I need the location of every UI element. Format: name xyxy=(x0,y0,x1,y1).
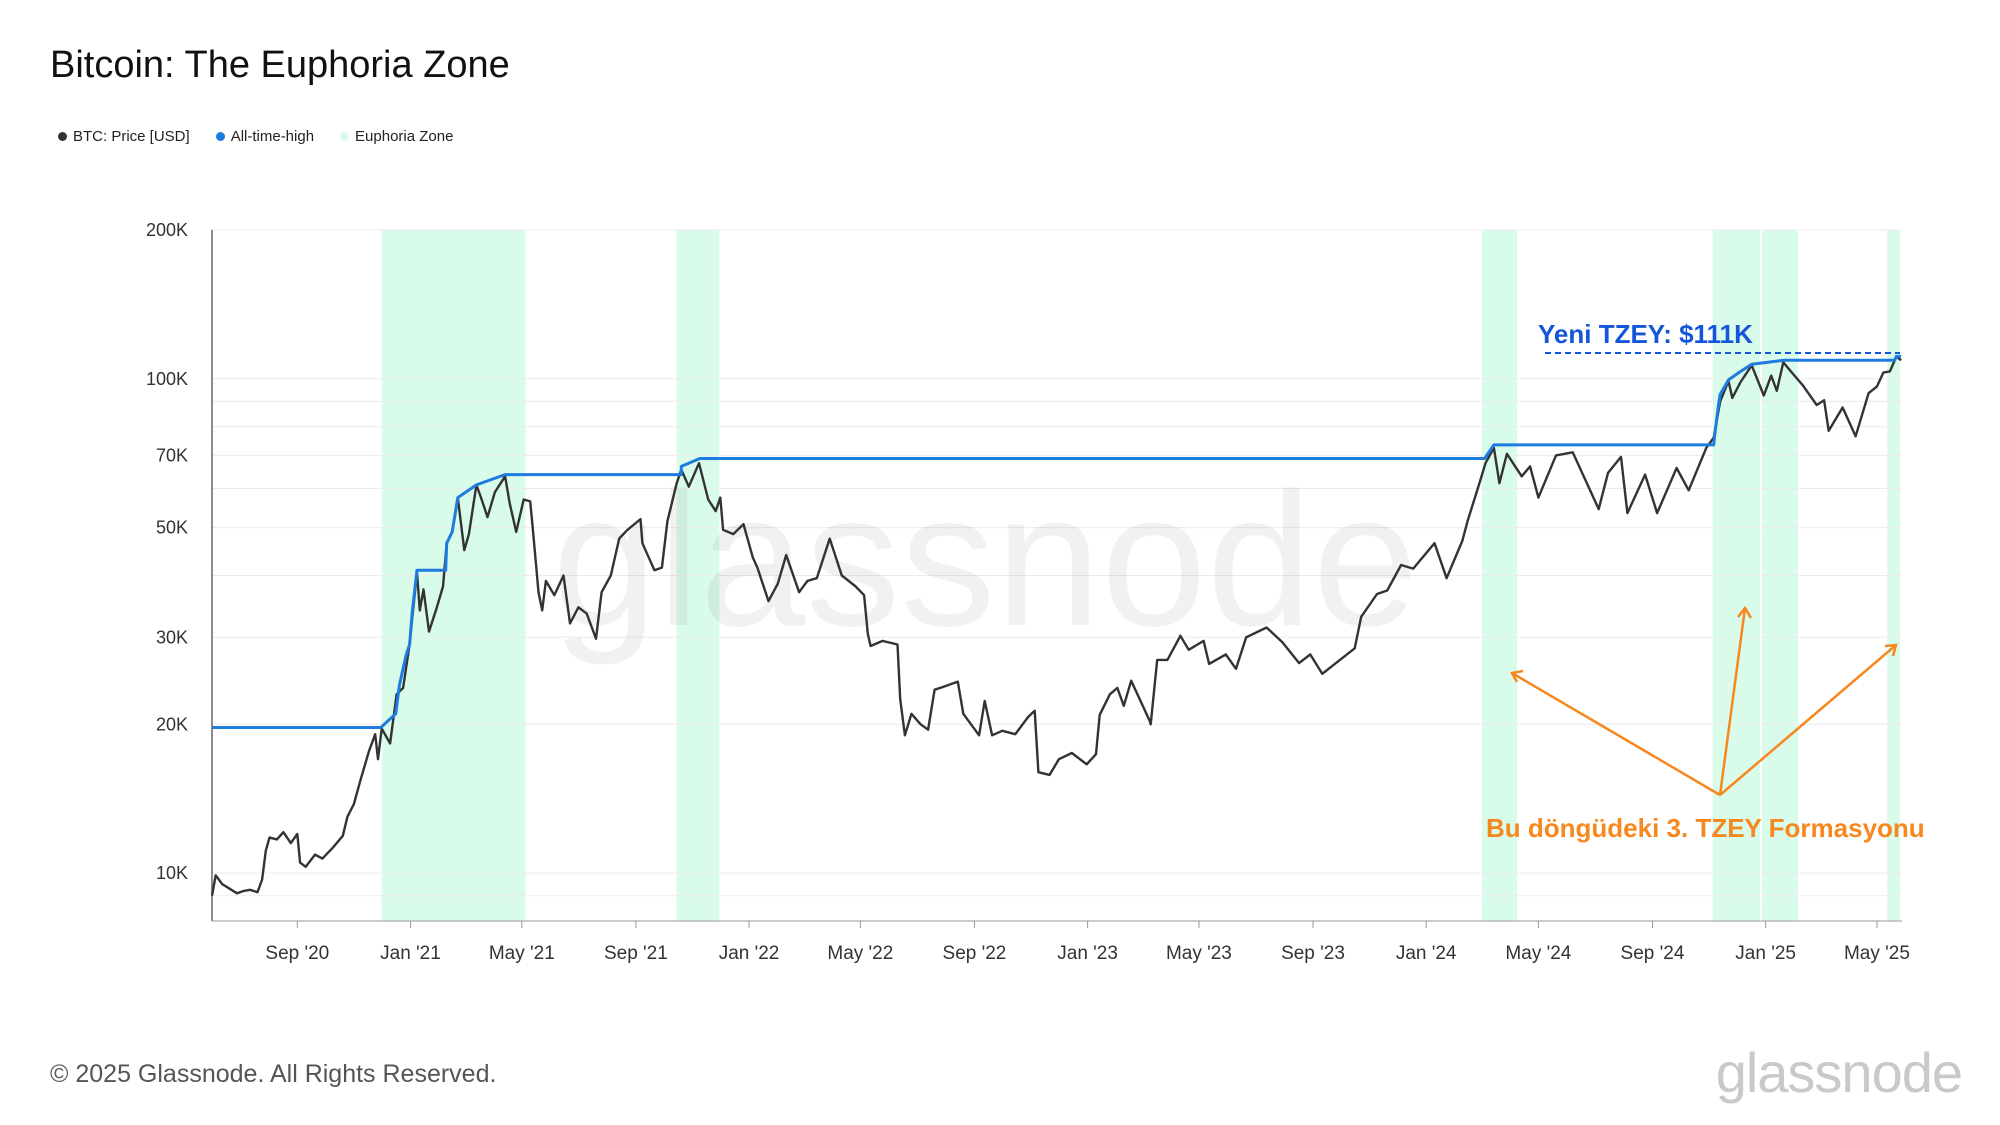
x-tick-label: Jan '25 xyxy=(1735,943,1796,964)
x-tick-label: May '25 xyxy=(1844,943,1910,964)
legend-label-ath: All-time-high xyxy=(230,128,315,145)
x-tick-label: May '21 xyxy=(489,943,555,964)
series-lines xyxy=(210,354,1902,896)
y-tick-label: 100K xyxy=(146,369,188,389)
x-tick-label: May '24 xyxy=(1505,943,1571,964)
x-tick-label: Jan '23 xyxy=(1057,943,1118,964)
x-tick-label: Sep '20 xyxy=(265,943,329,964)
axes xyxy=(211,230,1902,922)
arrow-head-3 xyxy=(1884,643,1898,657)
y-tick-label: 30K xyxy=(156,627,188,647)
legend-label-price: BTC: Price [USD] xyxy=(73,128,190,145)
watermark: glassnode xyxy=(552,454,1418,666)
pattern-annotation-label: Bu döngüdeki 3. TZEY Formasyonu xyxy=(1486,813,1925,843)
legend-item-euphoria[interactable]: Euphoria Zone xyxy=(340,128,453,145)
y-axis-ticks: 10K 20K 30K 50K 70K 100K 200K xyxy=(146,220,188,883)
x-tick-label: Jan '21 xyxy=(380,943,441,964)
x-tick-label: Sep '24 xyxy=(1621,943,1685,964)
y-tick-label: 10K xyxy=(156,863,188,883)
x-axis-ticks: Sep '20 Jan '21 May '21 Sep '21 Jan '22 May '… xyxy=(265,921,1910,964)
legend-label-euphoria: Euphoria Zone xyxy=(355,128,454,145)
ath-line xyxy=(212,354,1902,729)
legend-item-ath[interactable]: All-time-high xyxy=(215,128,315,145)
arrow-line-2 xyxy=(1718,607,1747,796)
arrow-line-3 xyxy=(1719,644,1897,796)
legend-dot-euphoria xyxy=(340,132,350,141)
annotations: Yeni TZEY: $111K Bu döngüdeki 3. TZEY Fo… xyxy=(1486,319,1925,843)
y-tick-label: 50K xyxy=(156,518,188,538)
chart-title: Bitcoin: The Euphoria Zone xyxy=(50,44,510,86)
y-tick-label: 20K xyxy=(156,714,188,734)
ath-annotation-label: Yeni TZEY: $111K xyxy=(1538,319,1753,349)
x-tick-label: May '23 xyxy=(1166,943,1232,964)
brand-logo: glassnode xyxy=(1715,1041,1963,1104)
chart-legend: BTC: Price [USD] All-time-high Euphoria … xyxy=(58,128,453,145)
x-tick-label: Sep '21 xyxy=(604,943,668,964)
y-tick-label: 200K xyxy=(146,220,188,240)
x-tick-label: Jan '22 xyxy=(719,943,780,964)
copyright-footer: © 2025 Glassnode. All Rights Reserved. xyxy=(50,1060,497,1088)
grid-lines xyxy=(212,229,1902,897)
legend-dot-price xyxy=(58,132,67,141)
y-tick-label: 70K xyxy=(156,445,188,465)
x-tick-label: Sep '23 xyxy=(1281,943,1345,964)
x-tick-label: Jan '24 xyxy=(1396,943,1457,964)
legend-dot-ath xyxy=(215,132,225,141)
x-tick-label: Sep '22 xyxy=(943,943,1007,964)
arrow-head-2 xyxy=(1737,605,1753,619)
arrow-head-1 xyxy=(1510,669,1524,683)
x-tick-label: May '22 xyxy=(827,943,893,964)
arrow-line-1 xyxy=(1511,671,1721,797)
legend-item-price[interactable]: BTC: Price [USD] xyxy=(58,128,190,145)
pattern-arrows xyxy=(1510,605,1898,797)
